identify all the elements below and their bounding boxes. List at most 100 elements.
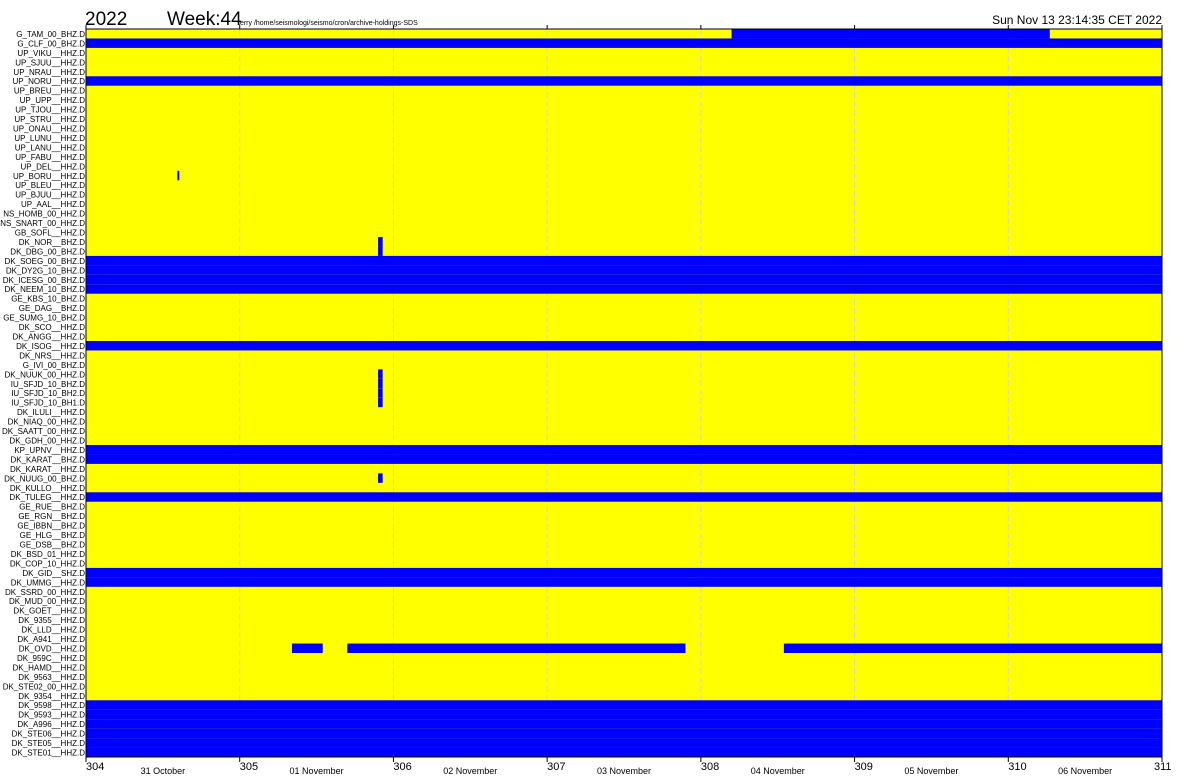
date-label: 06 November	[1058, 766, 1112, 776]
station-label: G_CLF_00_BHZ.D	[17, 39, 85, 48]
station-label: UP_LUNU__HHZ.D	[14, 134, 85, 143]
station-label: GE_SUMG_10_BHZ.D	[3, 314, 85, 323]
gap-bar	[86, 738, 1162, 748]
gap-bar	[86, 274, 1162, 285]
station-label: UP_UPP__HHZ.D	[20, 96, 86, 105]
gap-bar	[86, 700, 1162, 710]
station-label: DK_UMMG__HHZ.D	[11, 578, 85, 587]
station-label: IU_SFJD_10_BHZ.D	[11, 380, 85, 389]
station-label: DK_9354__HHZ.D	[18, 692, 85, 701]
x-tick-label: 304	[86, 761, 104, 773]
station-label: DK_ILULI__HHZ.D	[17, 408, 85, 417]
date-label: 05 November	[904, 766, 958, 776]
station-label: UP_TJOU__HHZ.D	[15, 106, 85, 115]
station-label: GE_RUE__BHZ.D	[19, 503, 85, 512]
station-label: G_TAM_00_BHZ.D	[16, 30, 85, 39]
gap-bar	[731, 29, 1050, 39]
gap-bar	[86, 747, 1162, 757]
station-label: DK_STE05__HHZ.D	[12, 739, 86, 748]
gap-bar	[86, 719, 1162, 729]
station-label: GE_DAG__BHZ.D	[19, 304, 85, 313]
gap-bar	[86, 284, 1162, 294]
station-label: DK_ICESG_00_BHZ.D	[3, 276, 85, 285]
gap-bar	[86, 76, 1162, 86]
x-tick-label: 309	[855, 761, 873, 773]
station-label: DK_STE02_00_HHZ.D	[3, 682, 85, 691]
gap-bar	[86, 265, 1162, 275]
station-label: DK_GID__SHZ.D	[22, 569, 85, 578]
station-label: GE_HLG__BHZ.D	[20, 531, 86, 540]
station-label: DK_NUUK_00_HHZ.D	[5, 370, 86, 379]
gap-bar	[86, 709, 1162, 720]
station-label: DK_STE06__HHZ.D	[12, 730, 86, 739]
gap-bar	[86, 728, 1162, 739]
station-label: UP_VIKU__HHZ.D	[17, 49, 85, 58]
station-label: DK_GDH_00_HHZ.D	[9, 437, 85, 446]
plot-background	[86, 29, 1162, 757]
station-label: DK_NIAQ_00_HHZ.D	[8, 418, 86, 427]
station-label: UP_LANU__HHZ.D	[15, 143, 85, 152]
station-label: IU_SFJD_10_BH2.D	[11, 389, 85, 398]
week-label: Week:44	[167, 9, 242, 30]
station-label: DK_DBG_00_BHZ.D	[10, 247, 85, 256]
station-label: DK_NRS__HHZ.D	[19, 351, 85, 360]
station-label: DK_NEEM_10_BHZ.D	[5, 285, 86, 294]
station-label: GE_KBS_10_BHZ.D	[11, 295, 85, 304]
date-label: 31 October	[141, 766, 186, 776]
x-tick-label: 306	[393, 761, 411, 773]
gap-bar	[378, 378, 383, 389]
station-label: DK_9563__HHZ.D	[18, 673, 85, 682]
gap-bar	[86, 255, 1162, 266]
station-label: G_IVI_00_BHZ.D	[23, 361, 85, 370]
gap-bar	[347, 643, 686, 653]
station-label: DK_COP_10_HHZ.D	[10, 559, 85, 568]
station-label: DK_KULLO__HHZ.D	[10, 484, 85, 493]
gap-bar	[86, 567, 1162, 578]
gap-bar	[86, 38, 1162, 48]
path-label: terry /home/seismologi/seismo/cron/archi…	[238, 20, 418, 27]
gap-bar	[86, 341, 1162, 351]
station-label: UP_DEL__HHZ.D	[21, 162, 86, 171]
date-label: 04 November	[751, 766, 805, 776]
station-label: NS_HOMB_00_HHZ.D	[3, 210, 85, 219]
gap-bar	[86, 577, 1162, 587]
station-label: GB_SOFL__HHZ.D	[15, 229, 85, 238]
station-label: DK_KARAT__BHZ.D	[10, 455, 85, 464]
station-label: UP_BORU__HHZ.D	[13, 172, 85, 181]
station-label: UP_AAL__HHZ.D	[21, 200, 85, 209]
station-label: NS_SNART_00_HHZ.D	[0, 219, 85, 228]
x-tick-label: 310	[1008, 761, 1026, 773]
station-label: DK_DY2G_10_BHZ.D	[6, 266, 85, 275]
station-label: DK_SOEG_00_BHZ.D	[5, 257, 86, 266]
station-label: DK_TULEG__HHZ.D	[9, 493, 85, 502]
gap-bar	[86, 492, 1162, 502]
station-label: DK_OVD__HHZ.D	[19, 645, 85, 654]
gap-bar	[378, 369, 383, 379]
station-label: DK_MUD_00_HHZ.D	[9, 597, 85, 606]
station-label: UP_BLEU__HHZ.D	[15, 181, 85, 190]
station-label: DK_ISOG__HHZ.D	[16, 342, 85, 351]
year-label: 2022	[85, 9, 127, 30]
station-label: DK_9593__HHZ.D	[18, 711, 85, 720]
station-label: DK_STE01__HHZ.D	[12, 749, 86, 758]
timestamp-label: Sun Nov 13 23:14:35 CET 2022	[992, 13, 1162, 27]
station-label: UP_STRU__HHZ.D	[14, 115, 85, 124]
station-label: GE_RGN__BHZ.D	[18, 512, 85, 521]
station-label: DK_SSRD_00_HHZ.D	[5, 588, 85, 597]
gap-bar	[378, 397, 383, 408]
gap-bar	[783, 643, 1162, 653]
gap-bar	[378, 388, 383, 398]
station-label: UP_NRAU__HHZ.D	[13, 68, 85, 77]
station-label: UP_NORU__HHZ.D	[13, 77, 86, 86]
date-label: 03 November	[597, 766, 651, 776]
station-label: UP_BREU__HHZ.D	[14, 87, 85, 96]
station-label: DK_HAMD__HHZ.D	[13, 663, 86, 672]
station-label: GE_IBBN__BHZ.D	[17, 522, 85, 531]
station-label: DK_KARAT__HHZ.D	[10, 465, 85, 474]
station-label: UP_SJUU__HHZ.D	[15, 58, 85, 67]
gap-bar	[177, 170, 180, 181]
x-tick-label: 305	[240, 761, 258, 773]
station-label: DK_BSD_01_HHZ.D	[11, 550, 85, 559]
station-label: DK_GOET__HHZ.D	[13, 607, 85, 616]
